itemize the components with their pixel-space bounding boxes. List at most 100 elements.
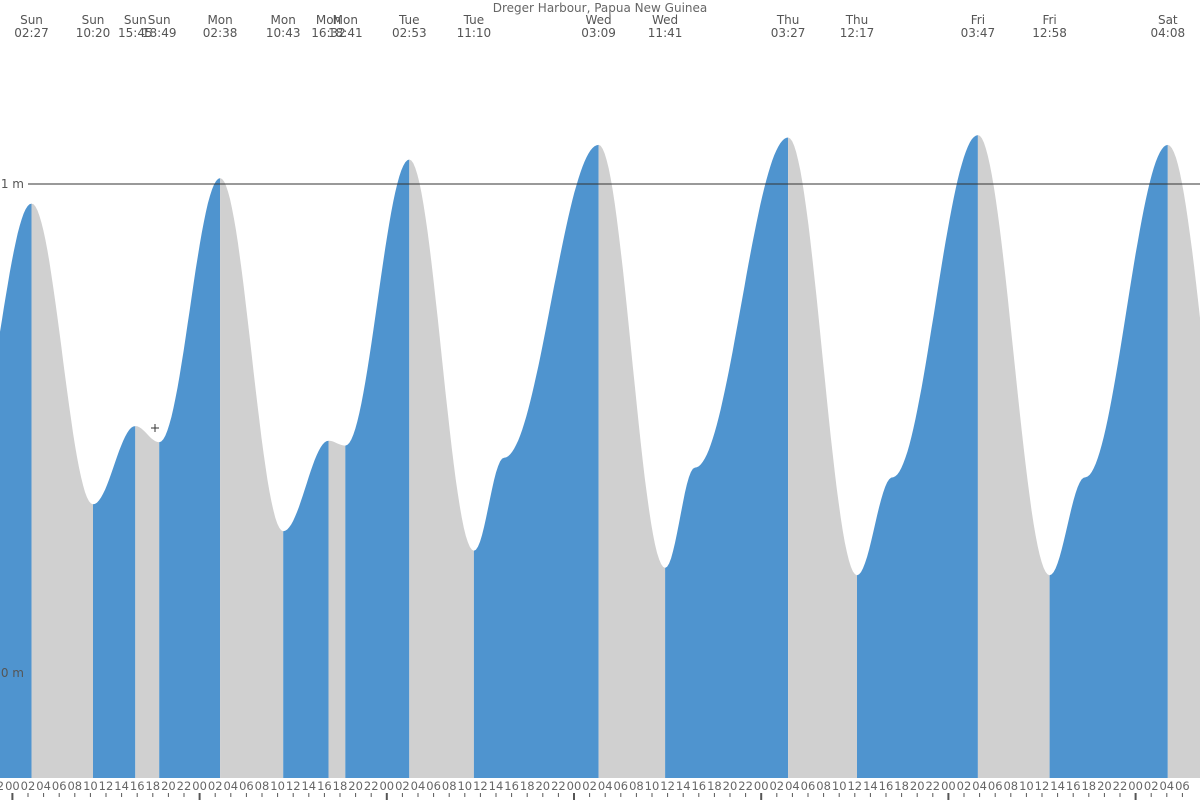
hour-label-16: 04 [223, 779, 238, 793]
hour-label-21: 14 [301, 779, 316, 793]
tide-areas [0, 135, 1200, 779]
ebb-area-13 [788, 137, 857, 778]
flood-area-8 [345, 159, 410, 778]
hour-label-73: 22 [1113, 779, 1128, 793]
ebb-area-1 [31, 203, 93, 779]
hour-label-71: 18 [1081, 779, 1096, 793]
hour-label-13: 22 [177, 779, 192, 793]
event-time-15: 03:47 [961, 26, 996, 40]
hour-label-52: 04 [785, 779, 800, 793]
flood-area-14 [857, 135, 978, 779]
event-day-4: Sun [148, 13, 171, 27]
hour-label-23: 18 [333, 779, 348, 793]
hour-label-37: 22 [551, 779, 566, 793]
hour-label-39: 02 [582, 779, 597, 793]
hour-tick-labels: 2200020406081012141618202200020406081012… [0, 779, 1190, 800]
hour-label-9: 14 [114, 779, 129, 793]
chart-title: Dreger Harbour, Papua New Guinea [493, 1, 708, 15]
hour-label-55: 10 [832, 779, 847, 793]
hour-label-45: 14 [676, 779, 691, 793]
hour-label-59: 18 [894, 779, 909, 793]
event-time-1: 02:27 [14, 26, 49, 40]
hour-label-7: 10 [83, 779, 98, 793]
y-label-0: 1 m [1, 177, 24, 191]
hour-label-49: 22 [738, 779, 753, 793]
hour-label-67: 10 [1019, 779, 1034, 793]
hour-label-75: 02 [1144, 779, 1159, 793]
hour-label-72: 20 [1097, 779, 1112, 793]
event-day-17: Sat [1158, 13, 1178, 27]
hour-label-18: 08 [255, 779, 270, 793]
hour-label-22: 16 [317, 779, 332, 793]
hour-label-5: 06 [52, 779, 67, 793]
hour-label-66: 08 [1003, 779, 1018, 793]
hour-label-56: 12 [847, 779, 862, 793]
event-day-13: Thu [776, 13, 800, 27]
event-time-8: 18:41 [328, 26, 363, 40]
ebb-area-15 [977, 135, 1050, 779]
event-day-6: Mon [271, 13, 296, 27]
event-time-14: 12:17 [840, 26, 875, 40]
hour-label-60: 20 [910, 779, 925, 793]
hour-label-76: 04 [1159, 779, 1174, 793]
hour-label-20: 12 [286, 779, 301, 793]
ebb-area-9 [409, 159, 474, 778]
hour-label-58: 16 [879, 779, 894, 793]
event-time-11: 03:09 [581, 26, 616, 40]
hour-label-41: 06 [613, 779, 628, 793]
hour-label-26: 00 [379, 779, 394, 793]
hour-label-2: 00 [5, 779, 20, 793]
hour-label-10: 16 [130, 779, 145, 793]
flood-area-4 [159, 178, 221, 779]
event-time-16: 12:58 [1032, 26, 1067, 40]
event-day-15: Fri [971, 13, 985, 27]
hour-label-54: 08 [816, 779, 831, 793]
event-time-13: 03:27 [771, 26, 806, 40]
flood-area-2 [93, 426, 136, 778]
hour-label-40: 04 [598, 779, 613, 793]
hour-label-77: 06 [1175, 779, 1190, 793]
event-day-16: Fri [1042, 13, 1056, 27]
ebb-area-17 [1167, 144, 1200, 778]
hour-label-14: 00 [192, 779, 207, 793]
hour-label-12: 20 [161, 779, 176, 793]
hour-label-42: 08 [629, 779, 644, 793]
event-day-8: Mon [333, 13, 358, 27]
event-time-12: 11:41 [648, 26, 683, 40]
ebb-area-11 [598, 144, 666, 778]
ebb-area-5 [220, 178, 284, 779]
hour-label-36: 20 [535, 779, 550, 793]
tide-event-labels: Sat20:49Sun02:27Sun10:20Sun15:45Sun18:49… [14, 13, 1186, 40]
hour-label-11: 18 [145, 779, 160, 793]
hour-label-74: 00 [1128, 779, 1143, 793]
event-time-7: 16:32 [311, 26, 346, 40]
flood-area-0 [0, 203, 32, 779]
hour-label-4: 04 [36, 779, 51, 793]
hour-label-29: 06 [426, 779, 441, 793]
hour-label-31: 10 [457, 779, 472, 793]
hour-label-50: 00 [754, 779, 769, 793]
hour-label-3: 02 [21, 779, 36, 793]
height-gridlines: 1 m 0 m [1, 177, 1200, 680]
hour-label-38: 00 [567, 779, 582, 793]
hour-label-19: 10 [270, 779, 285, 793]
event-day-10: Tue [463, 13, 485, 27]
flood-area-10 [473, 144, 599, 778]
event-day-1: Sun [20, 13, 43, 27]
flood-area-16 [1049, 144, 1168, 778]
event-time-17: 04:08 [1151, 26, 1186, 40]
hour-label-44: 12 [660, 779, 675, 793]
hour-label-47: 18 [707, 779, 722, 793]
event-time-4: 18:49 [142, 26, 177, 40]
hour-label-1: 22 [0, 779, 4, 793]
hour-label-27: 02 [395, 779, 410, 793]
hour-label-8: 12 [99, 779, 114, 793]
event-day-12: Wed [652, 13, 678, 27]
hour-label-15: 02 [208, 779, 223, 793]
event-day-9: Tue [398, 13, 420, 27]
y-label-1: 0 m [1, 666, 24, 680]
hour-label-53: 06 [801, 779, 816, 793]
hour-label-6: 08 [67, 779, 82, 793]
hour-label-28: 04 [411, 779, 426, 793]
hour-label-64: 04 [972, 779, 987, 793]
